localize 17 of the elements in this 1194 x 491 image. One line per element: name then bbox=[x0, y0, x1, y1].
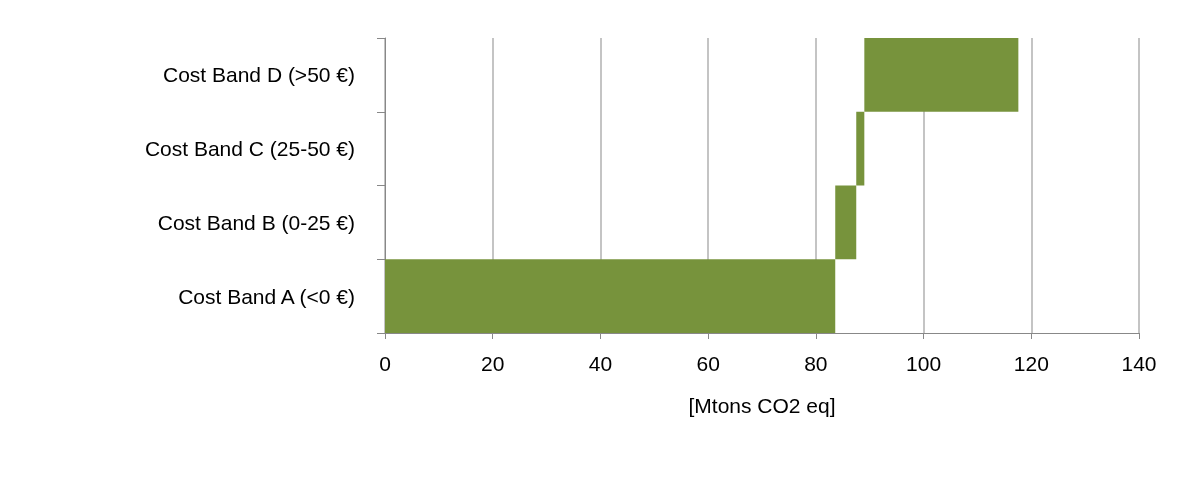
bar bbox=[835, 185, 857, 260]
bar bbox=[856, 111, 865, 186]
y-tick-label: Cost Band A (<0 €) bbox=[178, 284, 355, 308]
x-tick-label: 20 bbox=[481, 352, 505, 375]
y-tick-label: Cost Band D (>50 €) bbox=[162, 63, 355, 87]
x-tick-label: 60 bbox=[696, 352, 720, 375]
x-tick-label: 0 bbox=[379, 352, 391, 375]
x-tick-label: 140 bbox=[1121, 352, 1157, 375]
x-tick-label: 80 bbox=[804, 352, 828, 375]
y-tick-label: Cost Band C (25-50 €) bbox=[144, 137, 355, 161]
x-tick-label: 40 bbox=[588, 352, 613, 375]
x-tick-label: 120 bbox=[1013, 352, 1049, 375]
bar bbox=[385, 259, 836, 333]
x-tick-label: 100 bbox=[906, 352, 942, 375]
bar bbox=[864, 38, 1019, 112]
x-axis-title: [Mtons CO2 eq] bbox=[688, 394, 836, 417]
y-tick-label: Cost Band B (0-25 €) bbox=[157, 210, 355, 234]
